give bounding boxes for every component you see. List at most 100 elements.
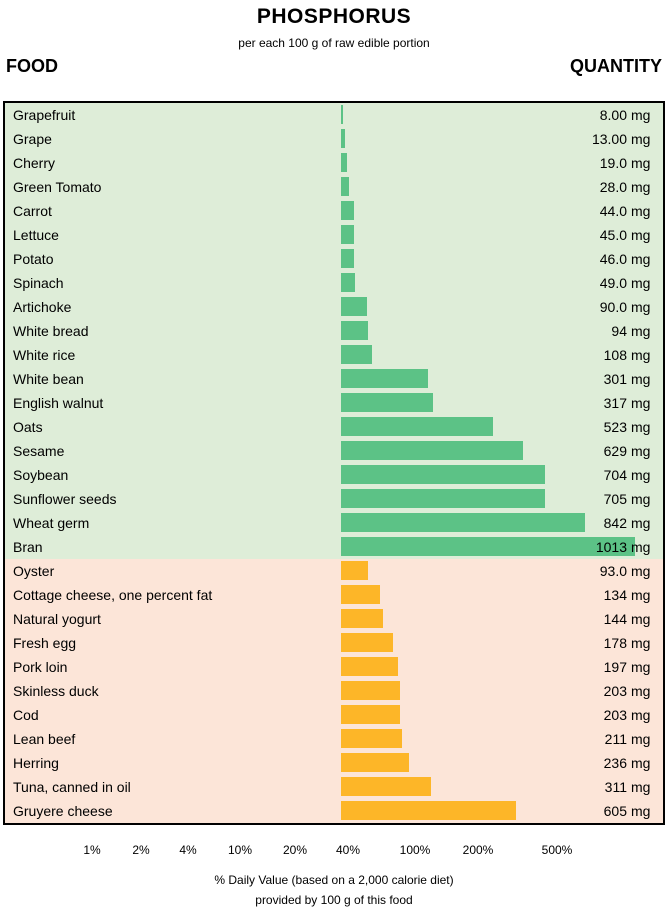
bar-chart: Grapefruit 8.00 mg Grape 13.00 mg Cherry… — [3, 101, 665, 825]
quantity-value: 629 — [603, 443, 627, 459]
food-label: Sunflower seeds — [13, 491, 117, 507]
bar — [341, 585, 380, 604]
quantity-value: 144 — [603, 611, 627, 627]
quantity-value: 705 — [603, 491, 627, 507]
bar — [341, 369, 429, 388]
chart-rows: Grapefruit 8.00 mg Grape 13.00 mg Cherry… — [5, 103, 663, 823]
food-label: Bran — [13, 539, 43, 555]
bar — [341, 177, 350, 196]
bar — [341, 705, 400, 724]
axis-caption-line1: % Daily Value (based on a 2,000 calorie … — [214, 873, 454, 887]
quantity-value: 8.00 — [599, 107, 627, 123]
bar — [341, 273, 356, 292]
food-label: Gruyere cheese — [13, 803, 113, 819]
bar — [341, 225, 354, 244]
quantity-value: 90.0 — [599, 299, 627, 315]
food-row: White bread 94 mg — [5, 319, 663, 343]
axis-tick-label: 100% — [399, 843, 431, 857]
quantity-value: 45.0 — [599, 227, 627, 243]
section-animal-foods: Oyster 93.0 mg Cottage cheese, one perce… — [5, 559, 663, 823]
food-row: Lettuce 45.0 mg — [5, 223, 663, 247]
food-row: Bran 1013 mg — [5, 535, 663, 559]
food-label: English walnut — [13, 395, 104, 411]
quantity-value: 211 — [604, 731, 627, 747]
bar — [341, 441, 524, 460]
food-label: Soybean — [13, 467, 69, 483]
bar — [341, 153, 347, 172]
quantity-unit: mg — [631, 443, 651, 459]
food-label: Cod — [13, 707, 39, 723]
quantity-value: 134 — [603, 587, 627, 603]
food-label: White bread — [13, 323, 89, 339]
quantity-unit: mg — [631, 227, 651, 243]
bar — [341, 489, 546, 508]
quantity-unit: mg — [631, 107, 651, 123]
bar — [341, 417, 493, 436]
bar — [341, 777, 432, 796]
bar — [341, 393, 433, 412]
bar — [341, 633, 393, 652]
food-label: Oats — [13, 419, 43, 435]
quantity-unit: mg — [631, 275, 651, 291]
axis-tick-label: 4% — [179, 843, 197, 857]
bar — [341, 465, 546, 484]
quantity-value: 44.0 — [599, 203, 627, 219]
quantity-value: 605 — [603, 803, 627, 819]
food-label: Carrot — [13, 203, 52, 219]
food-row: Soybean 704 mg — [5, 463, 663, 487]
axis-tick-label: 200% — [462, 843, 494, 857]
quantity-value: 236 — [603, 755, 627, 771]
quantity-unit: mg — [631, 635, 651, 651]
quantity-unit: mg — [631, 515, 651, 531]
food-label: Fresh egg — [13, 635, 77, 651]
food-label: Tuna, canned in oil — [13, 779, 131, 795]
x-axis: 1% 2% 4% 10% 20% 40% 100% 200% 500% — [0, 843, 668, 859]
food-label: Pork loin — [13, 659, 68, 675]
quantity-unit: mg — [631, 803, 651, 819]
axis-tick-label: 500% — [541, 843, 573, 857]
bar — [341, 513, 586, 532]
quantity-value: 1013 — [595, 539, 627, 555]
quantity-value: 523 — [603, 419, 627, 435]
food-row: White rice 108 mg — [5, 343, 663, 367]
quantity-value: 19.0 — [599, 155, 627, 171]
quantity-unit: mg — [631, 251, 651, 267]
bar — [341, 129, 345, 148]
axis-tick-label: 40% — [335, 843, 361, 857]
axis-tick-label: 10% — [227, 843, 253, 857]
food-label: Wheat germ — [13, 515, 90, 531]
column-headers: FOOD QUANTITY — [6, 56, 662, 77]
bar — [341, 201, 354, 220]
quantity-value: 28.0 — [599, 179, 627, 195]
quantity-unit: mg — [631, 563, 651, 579]
food-row: Cottage cheese, one percent fat 134 mg — [5, 583, 663, 607]
food-label: Oyster — [13, 563, 55, 579]
food-row: Carrot 44.0 mg — [5, 199, 663, 223]
bar — [341, 753, 410, 772]
food-label: Skinless duck — [13, 683, 99, 699]
food-row: White bean 301 mg — [5, 367, 663, 391]
food-label: Spinach — [13, 275, 64, 291]
quantity-unit: mg — [631, 539, 651, 555]
food-row: Wheat germ 842 mg — [5, 511, 663, 535]
quantity-unit: mg — [631, 131, 651, 147]
food-row: Gruyere cheese 605 mg — [5, 799, 663, 823]
quantity-unit: mg — [631, 731, 651, 747]
quantity-value: 301 — [603, 371, 627, 387]
food-row: Pork loin 197 mg — [5, 655, 663, 679]
quantity-unit: mg — [631, 659, 651, 675]
food-column-header: FOOD — [6, 56, 58, 76]
bar — [341, 345, 373, 364]
food-row: Artichoke 90.0 mg — [5, 295, 663, 319]
quantity-value: 108 — [603, 347, 627, 363]
food-label: Herring — [13, 755, 59, 771]
quantity-value: 178 — [603, 635, 627, 651]
quantity-unit: mg — [631, 347, 651, 363]
quantity-unit: mg — [631, 203, 651, 219]
food-row: Grape 13.00 mg — [5, 127, 663, 151]
quantity-value: 13.00 — [591, 131, 627, 147]
bar — [341, 561, 368, 580]
quantity-unit: mg — [631, 779, 651, 795]
bar — [341, 681, 400, 700]
